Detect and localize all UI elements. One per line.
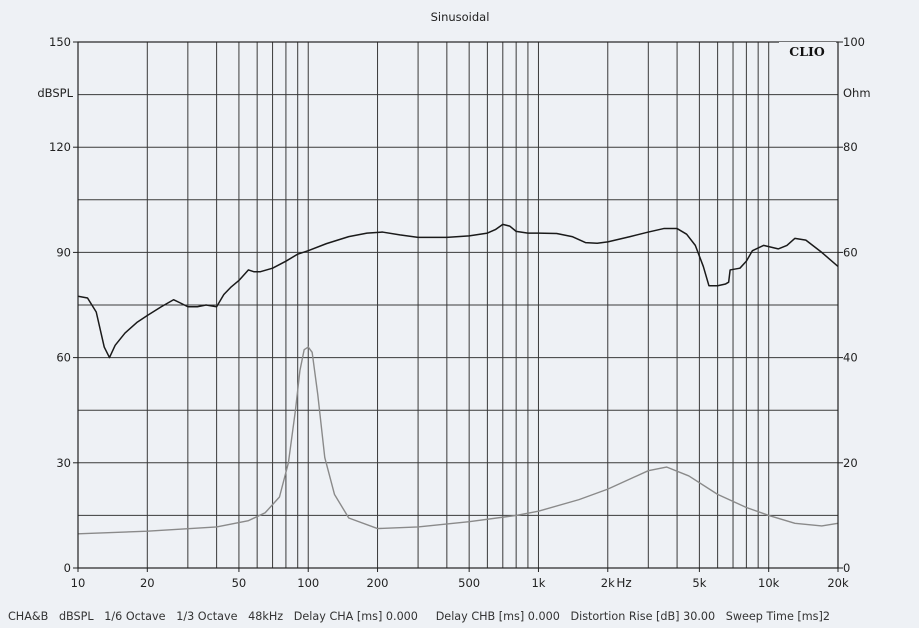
y-right-tick-label: 80 — [843, 140, 858, 154]
x-tick-label: 100 — [297, 576, 319, 590]
x-tick-label: 1k — [531, 576, 545, 590]
y-left-tick-label: 150 — [49, 35, 71, 49]
chart-title: Sinusoidal — [431, 10, 490, 24]
y-left-tick-label: 0 — [64, 561, 71, 575]
y-right-tick-label: 40 — [843, 351, 858, 365]
y-right-tick-label: 100 — [843, 35, 865, 49]
spl-response-curve — [78, 223, 838, 359]
y-right-tick-label: 20 — [843, 456, 858, 470]
y-left-tick-label: 120 — [49, 140, 71, 154]
x-tick-label: 10k — [758, 576, 780, 590]
x-tick-label: 20k — [827, 576, 849, 590]
clio-logo: CLIO — [789, 44, 825, 59]
y-right-tick-label: 60 — [843, 245, 858, 259]
chart-curves — [78, 223, 838, 535]
x-tick-label: 20 — [140, 576, 155, 590]
y-axis-right-label: Ohm — [843, 86, 871, 100]
impedance-curve — [78, 346, 838, 535]
x-tick-label: 2k — [601, 576, 615, 590]
y-right-tick-label: 0 — [843, 561, 850, 575]
plot-frame — [77, 41, 839, 569]
x-tick-label: 10 — [71, 576, 86, 590]
x-tick-label: 500 — [458, 576, 480, 590]
measurement-settings-footer: CHA&B dBSPL 1/6 Octave 1/3 Octave 48kHz … — [8, 610, 830, 623]
x-axis-unit-label: Hz — [616, 576, 631, 590]
chart-grid — [78, 42, 838, 568]
y-axis-left-label: dBSPL — [37, 86, 73, 100]
clio-logo-box — [779, 42, 836, 62]
x-tick-label: 5k — [692, 576, 706, 590]
chart-axes: 0 30 60 90 120 150 0 20 40 60 80 100 10 20 50 100 200 500… — [49, 35, 865, 590]
y-left-tick-label: 60 — [56, 351, 71, 365]
x-tick-label: 50 — [232, 576, 247, 590]
x-tick-label: 200 — [367, 576, 389, 590]
y-left-tick-label: 30 — [56, 456, 71, 470]
y-left-tick-label: 90 — [56, 245, 71, 259]
